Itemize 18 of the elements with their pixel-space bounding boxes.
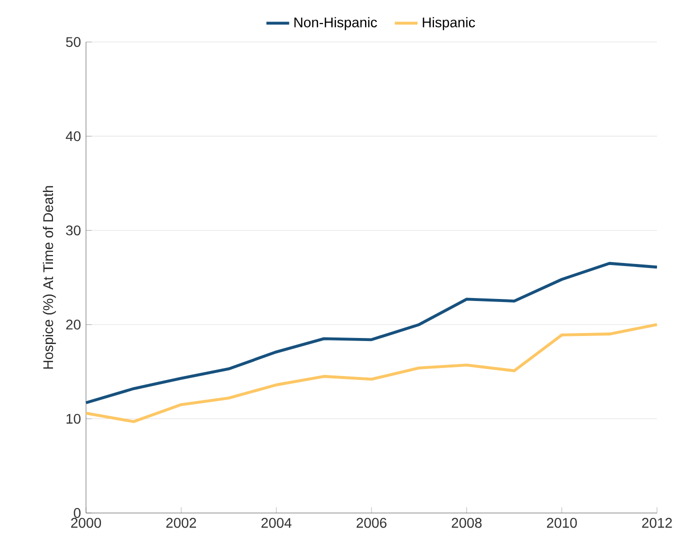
legend-label: Non-Hispanic xyxy=(294,17,377,30)
y-tick-label: 20 xyxy=(66,320,81,330)
x-tick-label: 2008 xyxy=(452,518,482,528)
x-tick-label: 2006 xyxy=(356,518,386,528)
x-tick-label: 2004 xyxy=(261,518,292,528)
x-tick-label: 2000 xyxy=(71,518,102,528)
line-series xyxy=(84,262,658,404)
x-tick-label: 2010 xyxy=(546,518,577,528)
x-tick-label: 2002 xyxy=(166,518,196,528)
y-tick-label: 0 xyxy=(74,508,81,518)
y-axis-title: Hospice (%) At Time of Death xyxy=(42,186,56,369)
y-tick-label: 10 xyxy=(66,414,81,424)
y-tick-label: 50 xyxy=(66,37,81,47)
line-series xyxy=(84,323,658,424)
x-tick-label: 2012 xyxy=(642,518,672,528)
y-tick-label: 30 xyxy=(66,225,81,236)
legend-label: Hispanic xyxy=(422,17,476,30)
y-tick-label: 40 xyxy=(66,131,81,142)
